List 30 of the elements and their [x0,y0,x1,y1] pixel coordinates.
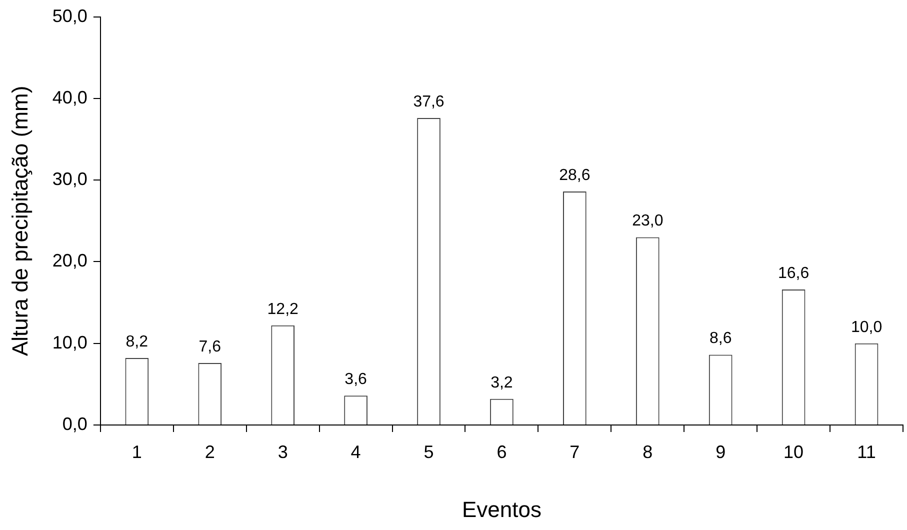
data-label: 8,2 [126,333,148,350]
x-tick-label: 10 [784,442,804,462]
data-label: 3,6 [344,371,368,388]
x-tick-label: 6 [496,442,507,462]
data-label: 10,0 [850,318,882,336]
data-label: 8,6 [709,330,732,348]
x-axis-title: Eventos [462,496,542,522]
x-tick-label: 4 [350,442,361,462]
y-tick-label: 50,0 [52,6,88,26]
x-tick-label: 5 [424,442,434,462]
data-label: 12,2 [267,300,299,318]
data-label: 28,6 [559,166,590,184]
data-label: 37,6 [413,93,444,110]
data-label: 3,2 [490,374,513,392]
y-tick-label: 40,0 [52,87,88,108]
y-tick-label: 20,0 [52,250,88,271]
y-tick-label: 10,0 [52,332,88,352]
data-label: 16,6 [778,264,810,282]
data-label: 23,0 [632,212,664,230]
x-tick-label: 11 [857,442,876,462]
x-tick-label: 9 [716,442,726,462]
x-tick-label: 2 [204,442,215,462]
x-tick-label: 7 [570,442,580,462]
x-tick-label: 1 [132,442,142,462]
y-tick-label: 30,0 [52,169,88,190]
data-label: 7,6 [198,338,222,356]
y-tick-label: 0,0 [62,414,88,434]
x-tick-label: 8 [642,442,653,462]
x-tick-label: 3 [278,442,288,462]
y-axis-title: Altura de precipitação (mm) [7,86,32,356]
